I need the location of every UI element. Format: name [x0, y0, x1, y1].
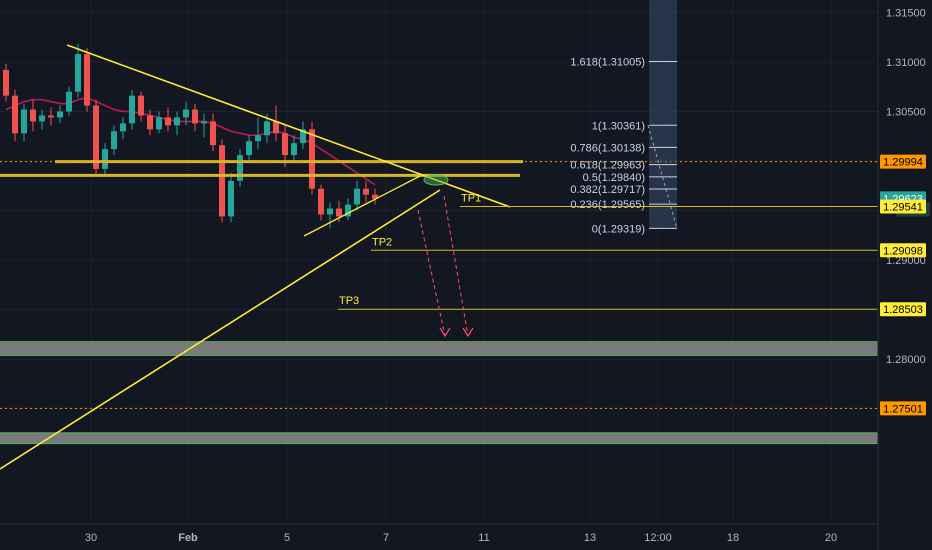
candle-body [192, 109, 198, 124]
candle-body [336, 208, 342, 217]
fib-level-label: 0(1.29319) [592, 223, 645, 235]
time-tick-label: 20 [825, 532, 837, 544]
candle-body [66, 91, 72, 112]
time-tick-label: 18 [727, 532, 739, 544]
candle-body [300, 129, 306, 144]
candle-body [210, 121, 216, 146]
fib-level-label: 1.618(1.31005) [570, 57, 645, 69]
candle-body [309, 129, 315, 189]
candle-body [291, 143, 297, 156]
price-badge-text: 1.29098 [883, 245, 923, 257]
candle-body [345, 204, 351, 217]
price-badge [880, 199, 926, 214]
fib-level-label: 0.618(1.29963) [570, 160, 645, 172]
price-badge [880, 401, 926, 416]
time-tick-label: 13 [584, 532, 596, 544]
candle-body [282, 133, 288, 156]
price-tick-label: 1.31000 [886, 57, 926, 69]
candle-body [12, 95, 18, 134]
take-profit-levels[interactable]: TP1 TP2 TP3 [338, 192, 878, 310]
time-tick-label: 5 [284, 532, 290, 544]
fibonacci-extension[interactable]: 1.618(1.31005) 1(1.30361) 0.786(1.30138) 0.… [570, 0, 678, 235]
tp-label: TP2 [372, 236, 392, 248]
candle-body [3, 69, 9, 96]
candle-body [219, 145, 225, 217]
demand-zone[interactable] [0, 432, 878, 444]
price-tick-label: 1.30500 [886, 107, 926, 119]
candle-body [174, 117, 180, 126]
arrow-head [439, 327, 451, 338]
candle-body [228, 180, 234, 217]
candle-body [156, 117, 162, 130]
time-tick-label: 30 [85, 532, 97, 544]
candle-body [21, 109, 27, 134]
candle-body [48, 115, 54, 118]
tp-label: TP1 [461, 192, 481, 204]
candle-body [165, 117, 171, 126]
fib-level-label: 0.382(1.29717) [570, 184, 645, 196]
price-badge-text: 1.27501 [883, 403, 923, 415]
candle-body [138, 95, 144, 116]
projection-arrows [417, 195, 474, 338]
fib-level-label: 0.786(1.30138) [570, 142, 645, 154]
candle-body [255, 135, 261, 142]
down-arrow [417, 209, 446, 337]
price-badge [880, 154, 926, 169]
time-tick-label: 7 [383, 532, 389, 544]
time-tick-label: Feb [178, 532, 198, 544]
time-tick-label: 12:00 [644, 532, 672, 544]
fib-level-label: 0.5(1.29840) [583, 172, 645, 184]
down-arrow [443, 195, 469, 337]
candle-body [120, 123, 126, 132]
arrow-head [462, 327, 474, 338]
ascending-trendline[interactable] [0, 189, 441, 470]
candle-body [147, 115, 153, 130]
candle-body [327, 208, 333, 215]
candle-body [264, 121, 270, 136]
fib-level-label: 0.236(1.29565) [570, 199, 645, 211]
candle-body [354, 188, 360, 205]
fib-box[interactable] [649, 0, 677, 229]
time-tick-label: 11 [478, 532, 489, 544]
price-axis[interactable]: 1.31500 1.31000 1.30500 1.29000 1.28000 [886, 8, 926, 367]
candle-body [246, 141, 252, 156]
candle-body [183, 109, 189, 118]
candle-body [39, 115, 45, 122]
price-badge-text: 1.29541 [883, 201, 923, 213]
candle-body [111, 131, 117, 150]
demand-zone[interactable] [0, 341, 878, 356]
candle-body [372, 194, 378, 199]
time-axis[interactable]: 30 Feb 5 7 11 13 12:00 18 20 [85, 532, 837, 544]
breakout-marker [423, 174, 449, 186]
candle-body [30, 109, 36, 122]
candle-body [102, 149, 108, 169]
candlestick-series [3, 44, 378, 229]
candle-body [57, 111, 63, 118]
candle-body [129, 95, 135, 124]
candle-body [363, 188, 369, 195]
price-badge [880, 302, 926, 317]
trendlines[interactable] [0, 44, 511, 470]
price-tick-label: 1.28000 [886, 354, 926, 366]
fib-level-label: 1(1.30361) [592, 120, 645, 132]
tp-label: TP3 [339, 295, 359, 307]
channel-top-line[interactable] [303, 175, 421, 237]
price-tick-label: 1.29000 [886, 255, 926, 267]
price-badge [880, 243, 926, 258]
price-badges: 1.299941.2962316:561.295411.290981.28503… [880, 154, 930, 416]
candle-body [75, 54, 81, 92]
candle-body [93, 105, 99, 169]
candle-body [318, 188, 324, 215]
price-tick-label: 1.31500 [886, 8, 926, 20]
candle-body [237, 155, 243, 181]
price-badge-text: 1.28503 [883, 304, 923, 316]
price-axis-panel[interactable] [878, 0, 932, 550]
candle-body [273, 121, 279, 134]
demand-zones [0, 341, 878, 445]
candle-body [84, 54, 90, 106]
candle-body [201, 121, 207, 124]
price-badge-text: 1.29994 [883, 157, 923, 169]
